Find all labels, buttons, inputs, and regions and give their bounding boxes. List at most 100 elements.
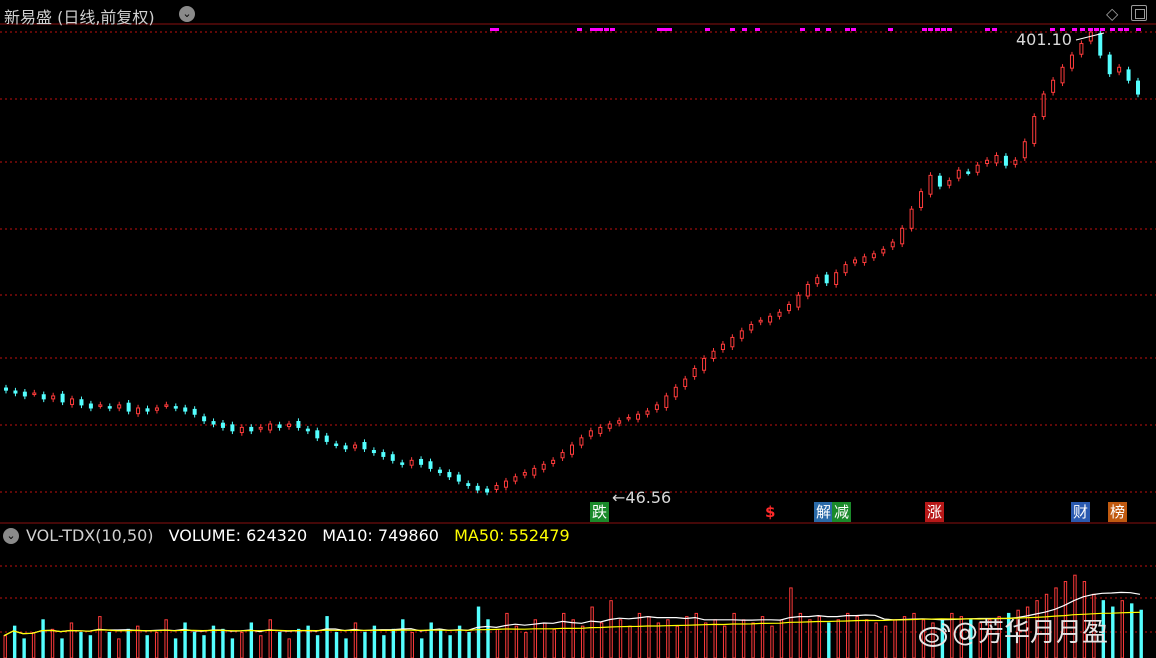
ma50-label: MA50: [454,526,505,545]
event-marker [826,28,831,31]
event-tag-reduce[interactable]: 减 [832,502,852,522]
window-restore-icon[interactable] [1131,5,1147,21]
candle-body [522,472,527,476]
volume-bar [117,638,121,658]
volume-bar [1111,606,1115,658]
volume-bar [571,619,575,658]
volume-bar [486,619,490,658]
chevron-down-icon[interactable]: ⌄ [179,6,195,22]
volume-bar [827,622,831,658]
volume-bar [1139,609,1143,658]
volume-bar [628,625,632,658]
candle-body [985,159,990,164]
volume-bar [685,616,689,658]
candle-body [890,241,895,248]
volume-bar [751,622,755,658]
candle-body [975,164,980,173]
volume-bar [524,632,528,658]
high-price-arrow [1075,32,1105,41]
candle-body [541,463,546,470]
candle-body [13,390,18,394]
event-marker [742,28,747,31]
volume-bar [438,628,443,658]
candle-body [1069,54,1074,69]
candle-body [447,472,452,478]
candle-body [371,450,376,454]
candle-body [202,416,207,422]
candle-body [994,154,999,164]
candle-body [947,180,952,186]
candle-body [51,395,56,400]
volume-menu-chevron-icon[interactable]: ⌄ [3,528,19,544]
candle-body [70,398,75,405]
volume-bar [855,616,859,658]
volume-bar [988,619,992,658]
event-tag-dollar[interactable]: $ [765,503,776,521]
high-price-label: 401.10 [1016,30,1072,49]
volume-bar [902,616,907,658]
event-tag-fall[interactable]: 跌 [590,502,610,522]
volume-bar [164,619,168,658]
event-tag-rank[interactable]: 榜 [1108,502,1128,522]
volume-bar [637,612,642,658]
volume-bar [864,619,869,658]
candle-body [1098,33,1103,56]
event-marker [1124,28,1129,31]
candle-body [466,483,471,486]
volume-bar [136,625,140,658]
ma50-line [3,611,1141,637]
candle-body [1003,155,1008,166]
volume-bar [609,600,613,658]
volume-bar [893,619,897,658]
candle-body [570,444,574,455]
volume-bar [846,612,850,658]
event-marker [851,28,856,31]
volume-bar [533,619,538,658]
candle-body [758,319,763,323]
candle-body [456,474,461,482]
candle-body [720,343,725,351]
candle-body [145,408,150,412]
volume-bar [675,625,680,658]
candle-body [824,274,829,284]
volume-bar [88,635,93,658]
volume-bar [457,625,462,658]
volume-bar [647,616,651,658]
candle-body [834,272,839,285]
candle-body [730,336,735,348]
candle-body [503,480,508,488]
volume-bar [202,635,206,658]
event-marker [992,28,997,31]
event-marker [1080,28,1085,31]
volume-bar [580,625,585,658]
volume-bar [562,612,566,658]
diamond-icon[interactable]: ◇ [1106,4,1119,23]
event-tag-rise[interactable]: 涨 [925,502,945,522]
watermark: @芳华月月盈 [918,612,1108,649]
candle-body [296,420,301,428]
candle-body [1051,79,1056,93]
candle-body [1060,66,1065,84]
candle-body [881,248,886,254]
event-marker [941,28,946,31]
candle-body [786,304,791,312]
candle-body [909,208,914,229]
event-tag-unlock[interactable]: 解 [814,502,834,522]
event-marker [935,28,940,31]
volume-bar [883,625,888,658]
low-price-label: ←46.56 [612,488,672,507]
volume-bar [183,622,187,658]
event-marker [705,28,710,31]
event-marker [577,28,582,31]
candle-body [645,410,650,415]
volume-bar [353,622,358,658]
candle-body [353,444,358,449]
volume-bar [41,619,45,658]
volume-bar [798,612,803,658]
volume-legend: VOL-TDX(10,50) VOLUME: 624320 MA10: 7498… [26,526,580,545]
volume-bar [249,622,254,658]
candle-body [475,485,480,491]
candle-body [485,488,490,493]
event-tag-finance[interactable]: 财 [1071,502,1091,522]
